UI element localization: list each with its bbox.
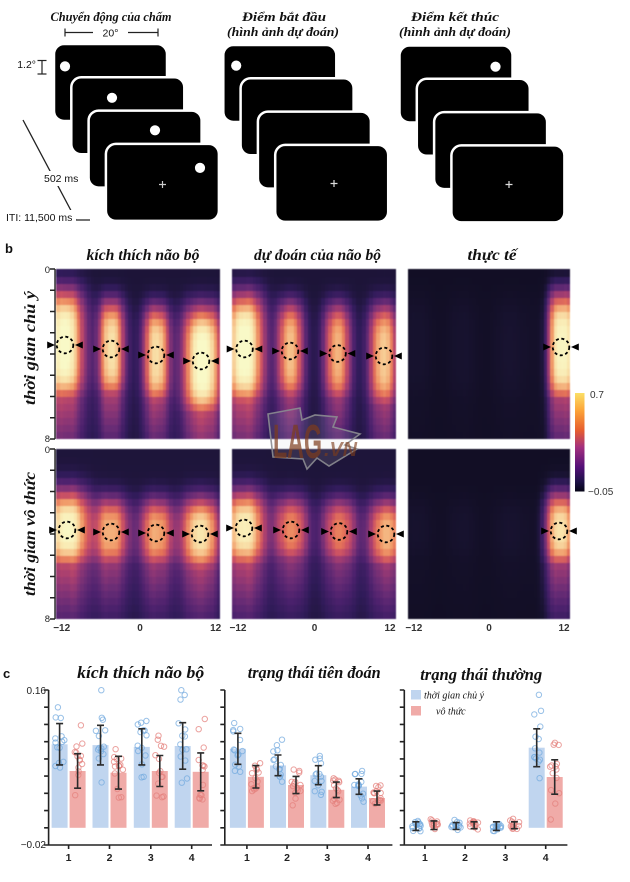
svg-text:0: 0 bbox=[137, 623, 143, 634]
svg-text:4: 4 bbox=[189, 852, 195, 864]
svg-text:1.2°: 1.2° bbox=[17, 59, 36, 71]
svg-text:kích thích não bộ: kích thích não bộ bbox=[77, 663, 204, 682]
svg-text:1: 1 bbox=[244, 852, 250, 864]
svg-text:12: 12 bbox=[558, 623, 570, 634]
svg-text:kích thích não bộ: kích thích não bộ bbox=[87, 247, 200, 264]
svg-text:−12: −12 bbox=[405, 623, 422, 634]
svg-text:−12: −12 bbox=[53, 623, 70, 634]
svg-text:12: 12 bbox=[210, 623, 222, 634]
svg-text:thời gian chủ ý: thời gian chủ ý bbox=[22, 290, 39, 405]
svg-text:thời gian vô thức: thời gian vô thức bbox=[22, 472, 39, 596]
svg-text:(hình ảnh dự đoán): (hình ảnh dự đoán) bbox=[227, 24, 339, 39]
svg-text:0: 0 bbox=[45, 265, 50, 276]
svg-text:12: 12 bbox=[384, 623, 396, 634]
svg-text:8: 8 bbox=[45, 614, 50, 625]
svg-text:.VN: .VN bbox=[324, 439, 358, 461]
svg-text:trạng thái thường: trạng thái thường bbox=[420, 665, 542, 684]
svg-text:1: 1 bbox=[422, 852, 428, 864]
svg-text:Điểm bắt đầu: Điểm bắt đầu bbox=[241, 9, 326, 24]
svg-text:thực tế: thực tế bbox=[468, 247, 519, 264]
svg-text:20°: 20° bbox=[103, 28, 119, 40]
svg-text:3: 3 bbox=[502, 852, 508, 864]
svg-text:0.16: 0.16 bbox=[27, 686, 47, 697]
svg-text:4: 4 bbox=[365, 852, 371, 864]
svg-text:4: 4 bbox=[543, 852, 549, 864]
svg-text:2: 2 bbox=[107, 852, 113, 864]
svg-text:0: 0 bbox=[312, 623, 318, 634]
svg-text:vô thức: vô thức bbox=[436, 707, 466, 718]
svg-text:2: 2 bbox=[462, 852, 468, 864]
svg-text:−12: −12 bbox=[230, 623, 247, 634]
svg-text:thời gian chủ ý: thời gian chủ ý bbox=[424, 691, 485, 702]
svg-text:dự đoán của não bộ: dự đoán của não bộ bbox=[254, 247, 381, 264]
svg-text:8: 8 bbox=[45, 434, 50, 445]
svg-text:3: 3 bbox=[324, 852, 330, 864]
svg-text:3: 3 bbox=[148, 852, 154, 864]
svg-text:LAG: LAG bbox=[273, 416, 322, 469]
svg-text:0: 0 bbox=[45, 445, 50, 456]
svg-text:c: c bbox=[3, 666, 10, 681]
svg-text:(hình ảnh dự đoán): (hình ảnh dự đoán) bbox=[399, 24, 511, 39]
svg-text:−0.02: −0.02 bbox=[21, 840, 47, 851]
svg-text:502 ms: 502 ms bbox=[44, 173, 78, 185]
svg-text:Điểm kết thúc: Điểm kết thúc bbox=[410, 9, 499, 24]
svg-text:ITI: 11,500 ms: ITI: 11,500 ms bbox=[6, 212, 72, 224]
svg-text:−0.05: −0.05 bbox=[588, 487, 614, 498]
svg-text:Chuyển động của chấm: Chuyển động của chấm bbox=[51, 9, 172, 24]
svg-text:1: 1 bbox=[66, 852, 72, 864]
svg-text:0: 0 bbox=[486, 623, 492, 634]
svg-text:2: 2 bbox=[284, 852, 290, 864]
svg-text:0.7: 0.7 bbox=[590, 390, 604, 401]
svg-text:trạng thái tiên đoán: trạng thái tiên đoán bbox=[248, 663, 381, 682]
